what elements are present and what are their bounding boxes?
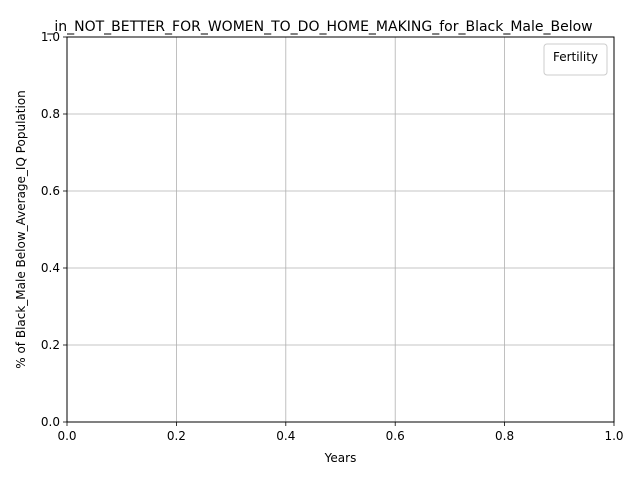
legend-box bbox=[543, 43, 608, 76]
y-tick-label: 1.0 bbox=[41, 30, 60, 44]
y-tick-label: 0.4 bbox=[41, 261, 60, 275]
x-tick-label: 0.2 bbox=[167, 429, 186, 443]
x-axis-label: Years bbox=[324, 451, 357, 465]
chart-title: _in_NOT_BETTER_FOR_WOMEN_TO_DO_HOME_MAKI… bbox=[46, 19, 592, 35]
legend-title: Fertility bbox=[553, 50, 598, 64]
y-tick-label: 0.6 bbox=[41, 184, 60, 198]
y-axis: 0.0 0.2 0.4 0.6 0.8 1.0 bbox=[41, 30, 67, 429]
x-tick-label: 1.0 bbox=[604, 429, 623, 443]
y-tick-label: 0.8 bbox=[41, 107, 60, 121]
y-tick-label: 0.2 bbox=[41, 338, 60, 352]
plot-frame bbox=[66, 36, 615, 423]
x-tick-label: 0.8 bbox=[495, 429, 514, 443]
y-axis-label: % of Black_Male Below_Average_IQ Populat… bbox=[14, 90, 28, 369]
y-tick-label: 0.0 bbox=[41, 415, 60, 429]
x-tick-label: 0.0 bbox=[57, 429, 76, 443]
grid bbox=[66, 36, 615, 423]
x-tick-label: 0.4 bbox=[276, 429, 295, 443]
x-axis: 0.0 0.2 0.4 0.6 0.8 1.0 bbox=[57, 422, 624, 443]
x-tick-label: 0.6 bbox=[386, 429, 405, 443]
legend: Fertility bbox=[543, 43, 608, 76]
